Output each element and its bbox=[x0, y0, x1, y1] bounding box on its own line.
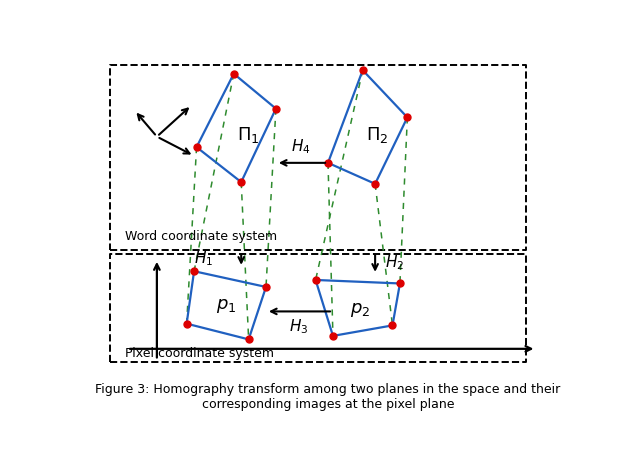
Text: $H_4$: $H_4$ bbox=[291, 137, 310, 156]
Text: $H_3$: $H_3$ bbox=[289, 317, 308, 336]
Text: $\Pi_1$: $\Pi_1$ bbox=[237, 125, 260, 145]
Text: Word coordinate system: Word coordinate system bbox=[125, 230, 276, 243]
Text: $H_1$: $H_1$ bbox=[194, 250, 213, 268]
Text: $H_2$: $H_2$ bbox=[385, 253, 404, 272]
Text: $p_2$: $p_2$ bbox=[350, 301, 371, 319]
Text: $\Pi_2$: $\Pi_2$ bbox=[366, 125, 389, 145]
Text: Figure 3: Homography transform among two planes in the space and their
correspon: Figure 3: Homography transform among two… bbox=[95, 383, 561, 411]
Text: $p_1$: $p_1$ bbox=[216, 297, 237, 315]
Text: Pixel coordinate system: Pixel coordinate system bbox=[125, 347, 274, 360]
